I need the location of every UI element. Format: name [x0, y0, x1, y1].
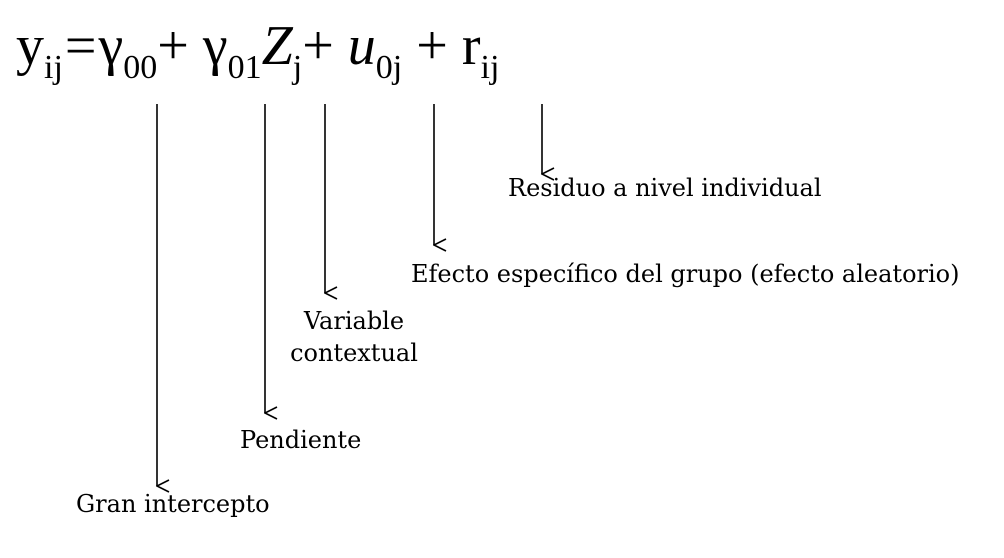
term-y: yij [16, 15, 63, 86]
term-z: Zj [261, 15, 303, 86]
label-contextual-line2: contextual [290, 339, 418, 367]
gamma01-symbol: γ [202, 15, 228, 77]
u-symbol: u [347, 15, 376, 77]
label-group-effect: Efecto específico del grupo (efecto alea… [411, 260, 960, 288]
equals-sign: = [64, 15, 97, 77]
term-gamma01: γ01 [202, 15, 262, 86]
z-subscript: j [292, 49, 303, 86]
label-slope: Pendiente [240, 426, 362, 454]
label-contextual: Variable contextual [284, 305, 424, 369]
r-symbol: r [461, 15, 481, 77]
plus-sign-2: + [302, 15, 334, 77]
r-subscript: ij [480, 49, 500, 86]
plus-sign-1: + [157, 15, 189, 77]
term-u: u0j [347, 15, 402, 86]
plus-sign-3: + [416, 15, 448, 77]
term-r: rij [461, 15, 500, 86]
gamma01-subscript: 01 [227, 49, 262, 86]
label-contextual-line1: Variable [303, 307, 405, 335]
multilevel-equation: yij=γ00+ γ01Zj+ u0j + rij [16, 6, 499, 94]
term-gamma00: γ00 [98, 15, 158, 86]
u-subscript: 0j [375, 49, 403, 86]
y-subscript: ij [44, 49, 63, 86]
label-residual: Residuo a nivel individual [508, 174, 822, 202]
z-symbol: Z [261, 15, 293, 77]
y-symbol: y [16, 15, 44, 77]
gamma00-subscript: 00 [123, 49, 158, 86]
gamma00-symbol: γ [98, 15, 124, 77]
label-intercept: Gran intercepto [76, 490, 270, 518]
